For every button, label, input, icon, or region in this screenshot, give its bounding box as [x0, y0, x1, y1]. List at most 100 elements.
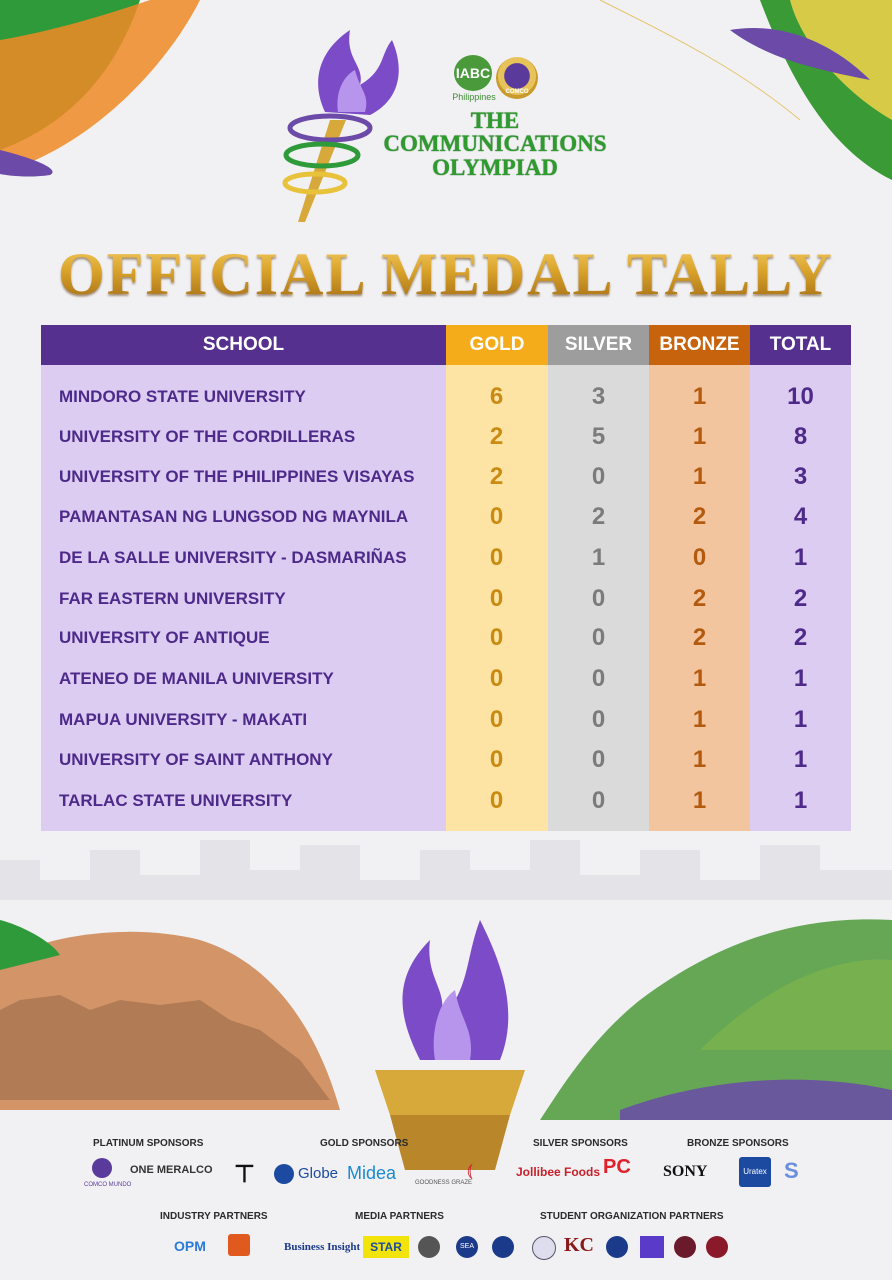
sony-logo: SONY [663, 1163, 708, 1180]
event-title-line-3: OLYMPIAD [432, 155, 558, 180]
school-name: MINDORO STATE UNIVERSITY [59, 387, 306, 406]
silver-count: 0 [591, 463, 606, 490]
gold-count: 2 [489, 423, 504, 450]
iabc-logo: IABC [454, 55, 492, 91]
table-row: UNIVERSITY OF SAINT ANTHONY 0 0 1 1 [41, 740, 851, 780]
table-row: PAMANTASAN NG LUNGSOD NG MAYNILA 0 2 2 4 [41, 497, 851, 537]
tp-logo-icon: ⊤ [234, 1161, 255, 1188]
header-silver: SILVER [548, 325, 649, 365]
header-gold: GOLD [446, 325, 548, 365]
school-name: PAMANTASAN NG LUNGSOD NG MAYNILA [59, 507, 409, 526]
midea-logo: Midea [347, 1163, 397, 1183]
total-count: 8 [793, 423, 808, 450]
school-name: UNIVERSITY OF THE CORDILLERAS [59, 427, 356, 446]
media-partners-label: MEDIA PARTNERS [355, 1211, 444, 1222]
globe-logo-text: Globe [298, 1165, 339, 1182]
silver-count: 0 [591, 585, 606, 612]
bronze-count: 1 [692, 706, 707, 733]
comco-seal-logo: COMCO [496, 57, 538, 99]
gold-count: 2 [489, 463, 504, 490]
page-title: OFFICIAL MEDAL TALLY [0, 240, 892, 309]
gold-count: 0 [489, 624, 504, 651]
header-bronze: BRONZE [649, 325, 750, 365]
school-name: UNIVERSITY OF ANTIQUE [59, 628, 270, 647]
bronze-count: 2 [692, 585, 707, 612]
industry-partner-logo-icon [228, 1234, 250, 1256]
total-count: 3 [793, 463, 808, 490]
total-count: 4 [793, 503, 808, 530]
bronze-count: 1 [692, 665, 707, 692]
total-column-bg [750, 325, 851, 831]
bronze-count: 2 [692, 503, 707, 530]
gold-count: 0 [489, 503, 504, 530]
student-org-seal-icon [532, 1236, 556, 1260]
table-row: ATENEO DE MANILA UNIVERSITY 0 0 1 1 [41, 659, 851, 699]
header-total: TOTAL [750, 325, 851, 365]
total-count: 1 [793, 706, 808, 733]
gold-sponsors-label: GOLD SPONSORS [320, 1138, 409, 1149]
table-row: FAR EASTERN UNIVERSITY 0 0 2 2 [41, 579, 851, 619]
total-count: 2 [793, 585, 808, 612]
school-name: DE LA SALLE UNIVERSITY - DASMARIÑAS [59, 548, 407, 567]
school-name: UNIVERSITY OF THE PHILIPPINES VISAYAS [59, 467, 415, 486]
bronze-count: 0 [692, 544, 707, 571]
total-count: 2 [793, 624, 808, 651]
bronze-column-bg [649, 325, 750, 831]
jollibee-foods-logo: Jollibee Foods [516, 1165, 601, 1179]
industry-partners-label: INDUSTRY PARTNERS [160, 1211, 268, 1222]
gold-count: 0 [489, 746, 504, 773]
medal-tally-table: SCHOOL GOLD SILVER BRONZE TOTAL MINDORO … [41, 325, 851, 831]
business-insight-logo: Business Insight [284, 1241, 361, 1253]
silver-count: 0 [591, 787, 606, 814]
gold-count: 0 [489, 585, 504, 612]
total-count: 1 [793, 544, 808, 571]
gold-count: 0 [489, 706, 504, 733]
mondo-nissin-logo-icon: ⦅ [467, 1160, 473, 1180]
table-row: MAPUA UNIVERSITY - MAKATI 0 0 1 1 [41, 700, 851, 740]
event-title-line-2: COMMUNICATIONS [383, 131, 607, 156]
bronze-count: 2 [692, 624, 707, 651]
silver-count: 0 [591, 746, 606, 773]
bronze-count: 1 [692, 746, 707, 773]
student-org-partners-label: STUDENT ORGANIZATION PARTNERS [540, 1211, 724, 1222]
table-row: DE LA SALLE UNIVERSITY - DASMARIÑAS 0 1 … [41, 538, 851, 578]
student-org-crest-icon [706, 1236, 728, 1258]
gold-count: 0 [489, 787, 504, 814]
school-name: ATENEO DE MANILA UNIVERSITY [59, 669, 334, 688]
school-name: TARLAC STATE UNIVERSITY [59, 791, 293, 810]
student-org-badge-icon [606, 1236, 628, 1258]
total-count: 10 [787, 383, 814, 410]
platinum-sponsors-label: PLATINUM SPONSORS [93, 1138, 204, 1149]
total-count: 1 [793, 665, 808, 692]
silver-sponsors-label: SILVER SPONSORS [533, 1138, 628, 1149]
globe-logo-icon [274, 1164, 294, 1184]
silver-count: 3 [591, 383, 606, 410]
gold-count: 0 [489, 665, 504, 692]
opm-logo: OPM [174, 1238, 206, 1254]
one-meralco-logo: ONE MERALCO [130, 1164, 213, 1176]
school-column-bg [41, 325, 446, 831]
bronze-count: 1 [692, 423, 707, 450]
school-name: FAR EASTERN UNIVERSITY [59, 589, 286, 608]
gold-count: 6 [489, 383, 504, 410]
bronze-count: 1 [692, 463, 707, 490]
silver-count: 2 [591, 503, 606, 530]
silver-count: 0 [591, 706, 606, 733]
sea-logo: SEA [456, 1236, 478, 1258]
media-partner-seal-icon [418, 1236, 440, 1258]
student-org-square-logo-icon [640, 1236, 664, 1258]
s-logo-icon: S [784, 1158, 799, 1183]
table-row: UNIVERSITY OF ANTIQUE 0 0 2 2 [41, 618, 851, 658]
school-name: UNIVERSITY OF SAINT ANTHONY [59, 750, 333, 769]
kc-logo: KC [564, 1234, 594, 1256]
table-row: TARLAC STATE UNIVERSITY 0 0 1 1 [41, 781, 851, 821]
bronze-sponsors-label: BRONZE SPONSORS [687, 1138, 789, 1149]
silver-count: 1 [591, 544, 606, 571]
personal-collection-logo: PC [603, 1156, 631, 1178]
comco-mundo-logo-icon [92, 1158, 112, 1178]
silver-count: 0 [591, 624, 606, 651]
total-count: 1 [793, 746, 808, 773]
sea-pilipinas-logo-icon [492, 1236, 514, 1258]
comco-mundo-logo-text: COMCO MUNDO [84, 1182, 132, 1188]
